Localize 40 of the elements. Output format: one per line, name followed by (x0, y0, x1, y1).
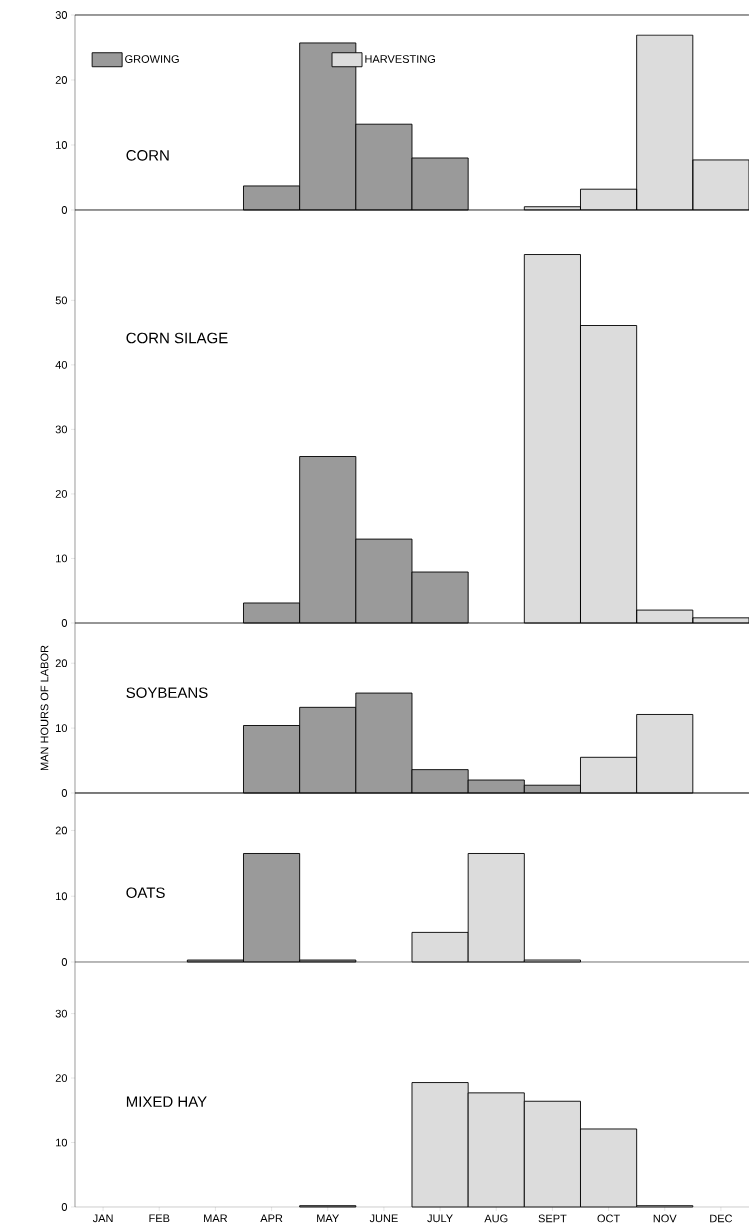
x-tick-label: JULY (427, 1214, 453, 1223)
y-tick-label: 50 (55, 296, 68, 305)
x-tick-label: SEPT (538, 1214, 567, 1223)
x-tick-label: OCT (597, 1214, 620, 1223)
text: OATS (126, 887, 165, 899)
x-tick-label: MAY (317, 1214, 340, 1223)
y-tick-label: 0 (61, 958, 68, 966)
y-tick-label: 10 (56, 1138, 68, 1147)
y-tick-label: 10 (56, 141, 68, 149)
text: MIXED HAY (126, 1096, 207, 1107)
y-tick-label: 10 (56, 724, 68, 732)
y-tick-label: 0 (61, 789, 68, 797)
y-tick-label: 30 (55, 1009, 68, 1018)
y-tick-label: 40 (55, 360, 68, 369)
y-tick-label: 20 (55, 76, 68, 84)
y-tick-label: 20 (55, 659, 68, 668)
legend-label: HARVESTING (365, 55, 435, 63)
y-axis-title: MAN HOURS OF LABOR (40, 645, 49, 771)
y-tick-label: 20 (55, 1074, 68, 1082)
x-tick-label: NOV (653, 1214, 677, 1223)
y-tick-label: 10 (56, 554, 68, 563)
y-tick-label: 30 (55, 11, 68, 19)
y-tick-label: 0 (61, 619, 68, 627)
x-tick-label: AUG (484, 1214, 508, 1223)
x-tick-label: DEC (710, 1214, 733, 1223)
y-tick-label: 30 (55, 425, 68, 434)
text: CORN SILAGE (126, 332, 228, 344)
legend-label: GROWING (125, 55, 179, 63)
x-tick-label: JAN (92, 1214, 113, 1223)
text: CORN (126, 150, 169, 161)
text: SOYBEANS (126, 687, 208, 698)
y-tick-label: 10 (56, 892, 68, 901)
y-tick-label: 20 (55, 826, 68, 835)
y-tick-label: 0 (61, 1203, 68, 1211)
y-tick-label: 20 (55, 490, 68, 498)
x-tick-label: FEB (149, 1214, 170, 1223)
x-tick-label: MAR (204, 1214, 228, 1223)
y-tick-label: 0 (61, 206, 68, 214)
x-tick-label: JUNE (369, 1214, 398, 1223)
x-tick-label: APR (260, 1214, 283, 1223)
